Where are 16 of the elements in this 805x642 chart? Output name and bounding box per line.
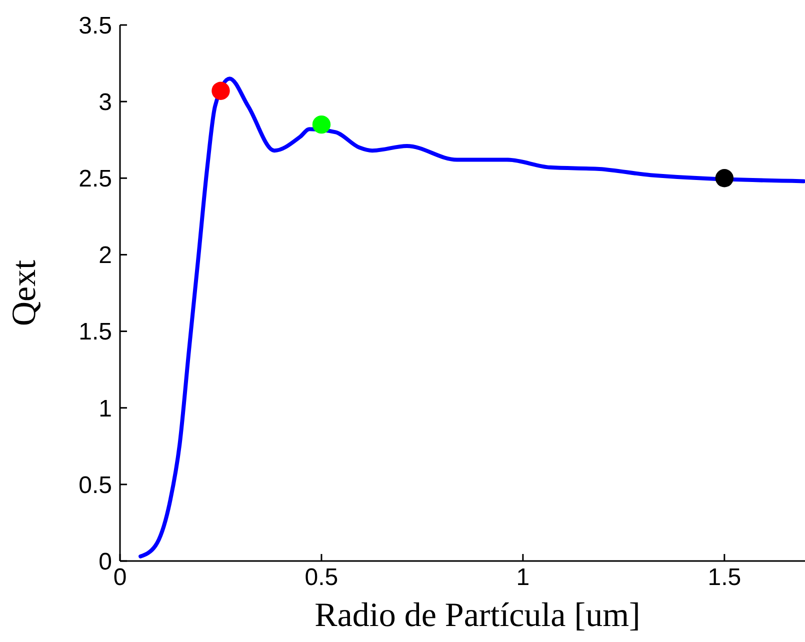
y-tick-label: 3.5 [78,12,112,40]
x-tick-label: 1.5 [708,564,742,591]
point [312,115,331,134]
y-tick-label: 3 [98,88,112,116]
point [715,169,734,188]
y-tick-label: 1 [98,395,112,422]
y-tick-label: 0.5 [78,472,112,499]
x-tick-label: 1 [516,564,530,591]
line-series [138,76,805,558]
y-tick-label: 2 [98,242,112,270]
y-axis-title: Qext [6,259,43,326]
x-axis-title: Radio de Partícula [um] [314,597,640,634]
x-tick-label: 0.5 [304,564,338,591]
y-tick-label: 2.5 [78,166,112,193]
y-tick-label: 1.5 [78,318,112,346]
point [212,82,230,100]
